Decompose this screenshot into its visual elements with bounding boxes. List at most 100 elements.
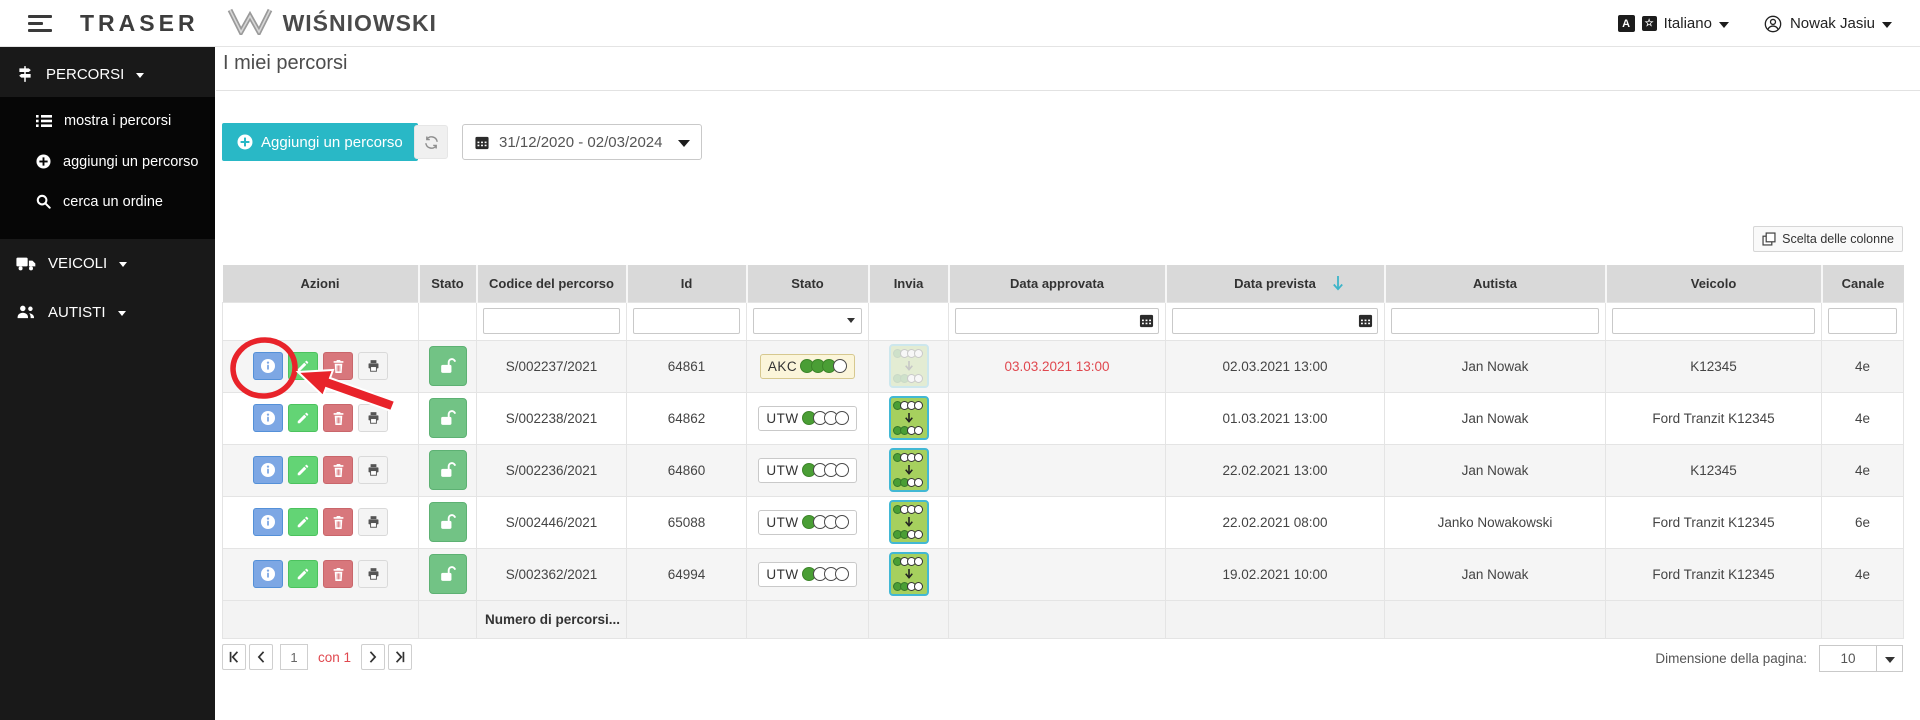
sidebar-item-label: cerca un ordine bbox=[63, 194, 163, 211]
filter-stato-select[interactable] bbox=[753, 308, 862, 334]
col-header-azioni[interactable]: Azioni bbox=[222, 265, 420, 302]
send-route-icon[interactable] bbox=[888, 396, 929, 440]
refresh-button[interactable] bbox=[414, 125, 448, 159]
current-page-input[interactable]: 1 bbox=[280, 644, 308, 670]
delete-button[interactable] bbox=[323, 456, 353, 484]
table-row: S/002446/2021 65088 UTW 22.02.2021 08:00… bbox=[222, 495, 1904, 549]
plus-circle-icon bbox=[237, 134, 253, 150]
status-badge: UTW bbox=[758, 457, 857, 483]
col-header-veicolo[interactable]: Veicolo bbox=[1605, 265, 1823, 302]
print-button[interactable] bbox=[358, 560, 388, 588]
list-icon bbox=[36, 114, 52, 135]
filter-canale-input[interactable] bbox=[1828, 308, 1897, 334]
language-label: Italiano bbox=[1663, 15, 1712, 32]
sidebar-section-autisti[interactable]: AUTISTI bbox=[0, 286, 215, 335]
delete-button[interactable] bbox=[323, 352, 353, 380]
unlock-button[interactable] bbox=[428, 450, 467, 490]
filter-id-input[interactable] bbox=[633, 308, 740, 334]
info-button[interactable] bbox=[253, 560, 283, 588]
routes-table: Azioni Stato Codice del percorso Id Stat… bbox=[222, 265, 1904, 639]
delete-button[interactable] bbox=[323, 560, 353, 588]
sidebar-section-veicoli[interactable]: VEICOLI bbox=[0, 239, 215, 286]
unlock-button[interactable] bbox=[428, 346, 467, 386]
filter-data-approvata-input[interactable] bbox=[955, 308, 1159, 334]
vehicle-name: Ford Tranzit K12345 bbox=[1605, 547, 1822, 601]
unlock-button[interactable] bbox=[428, 554, 467, 594]
col-header-canale[interactable]: Canale bbox=[1821, 265, 1904, 302]
sidebar-section-percorsi[interactable]: PERCORSI bbox=[0, 47, 215, 97]
sidebar-item-cerca-un-ordine[interactable]: cerca un ordine bbox=[8, 184, 209, 225]
chevron-down-icon bbox=[136, 72, 145, 78]
previous-page-button[interactable] bbox=[249, 644, 273, 670]
route-code: S/002238/2021 bbox=[476, 391, 627, 445]
filter-veicolo-input[interactable] bbox=[1612, 308, 1815, 334]
filter-data-prevista-input[interactable] bbox=[1172, 308, 1378, 334]
send-route-icon[interactable] bbox=[888, 448, 929, 492]
calendar-icon[interactable] bbox=[1139, 313, 1154, 328]
date-range-value: 31/12/2020 - 02/03/2024 bbox=[499, 133, 663, 151]
user-icon bbox=[1763, 14, 1783, 34]
print-button[interactable] bbox=[358, 456, 388, 484]
filter-azioni-cell bbox=[222, 301, 419, 341]
planned-date: 22.02.2021 08:00 bbox=[1165, 495, 1385, 549]
route-code: S/002237/2021 bbox=[476, 339, 627, 393]
first-page-button[interactable] bbox=[222, 644, 246, 670]
info-button[interactable] bbox=[253, 404, 283, 432]
send-route-icon[interactable] bbox=[888, 552, 929, 596]
topbar: TRASER WIŚNIOWSKI A ☆ Italiano Nowak Jas… bbox=[0, 0, 1920, 47]
divider bbox=[216, 90, 1920, 91]
col-header-codice[interactable]: Codice del percorso bbox=[476, 265, 628, 302]
route-id: 64862 bbox=[626, 391, 747, 445]
edit-button[interactable] bbox=[288, 560, 318, 588]
print-button[interactable] bbox=[358, 352, 388, 380]
filter-codice-input[interactable] bbox=[483, 308, 620, 334]
col-header-stato[interactable]: Stato bbox=[746, 265, 870, 302]
status-badge: UTW bbox=[758, 561, 857, 587]
calendar-icon[interactable] bbox=[1358, 313, 1373, 328]
table-row: S/002236/2021 64860 UTW 22.02.2021 13:00… bbox=[222, 443, 1904, 497]
channel: 6e bbox=[1821, 495, 1904, 549]
sidebar-item-mostra-i-percorsi[interactable]: mostra i percorsi bbox=[8, 103, 209, 144]
print-button[interactable] bbox=[358, 404, 388, 432]
col-header-data-approvata[interactable]: Data approvata bbox=[948, 265, 1167, 302]
edit-button[interactable] bbox=[288, 456, 318, 484]
info-button[interactable] bbox=[253, 508, 283, 536]
info-button[interactable] bbox=[253, 456, 283, 484]
column-chooser-button[interactable]: Scelta delle colonne bbox=[1753, 226, 1903, 252]
user-menu[interactable]: Nowak Jasiu bbox=[1763, 14, 1892, 34]
filter-stato-lock-cell bbox=[418, 301, 477, 341]
page-size-dropdown-button[interactable] bbox=[1877, 645, 1903, 672]
sidebar: PERCORSI mostra i percorsi aggiungi un p… bbox=[0, 47, 215, 720]
filter-autista-input[interactable] bbox=[1391, 308, 1599, 334]
edit-button[interactable] bbox=[288, 508, 318, 536]
col-header-data-prevista[interactable]: Data prevista bbox=[1165, 265, 1386, 302]
search-icon bbox=[36, 194, 51, 216]
next-page-button[interactable] bbox=[361, 644, 386, 670]
sidebar-item-aggiungi-un-percorso[interactable]: aggiungi un percorso bbox=[8, 144, 209, 185]
unlock-button[interactable] bbox=[428, 502, 467, 542]
unlock-button[interactable] bbox=[428, 398, 467, 438]
approved-date bbox=[948, 495, 1166, 549]
send-route-icon[interactable] bbox=[888, 500, 929, 544]
print-button[interactable] bbox=[358, 508, 388, 536]
col-header-invia[interactable]: Invia bbox=[868, 265, 950, 302]
last-page-button[interactable] bbox=[388, 644, 413, 670]
status-badge: UTW bbox=[758, 405, 857, 431]
vehicle-name: K12345 bbox=[1605, 339, 1822, 393]
page-title: I miei percorsi bbox=[223, 52, 348, 74]
edit-button[interactable] bbox=[288, 404, 318, 432]
delete-button[interactable] bbox=[323, 508, 353, 536]
user-name: Nowak Jasiu bbox=[1789, 15, 1875, 32]
col-header-stato-lock[interactable]: Stato bbox=[418, 265, 478, 302]
delete-button[interactable] bbox=[323, 404, 353, 432]
col-header-id[interactable]: Id bbox=[626, 265, 748, 302]
drivers-icon bbox=[16, 304, 36, 320]
page-size-value[interactable]: 10 bbox=[1819, 645, 1877, 672]
language-selector[interactable]: A ☆ Italiano bbox=[1617, 15, 1729, 32]
edit-button[interactable] bbox=[288, 352, 318, 380]
col-header-autista[interactable]: Autista bbox=[1384, 265, 1607, 302]
date-range-picker[interactable]: 31/12/2020 - 02/03/2024 bbox=[462, 124, 702, 160]
menu-icon[interactable] bbox=[28, 11, 54, 36]
add-route-button[interactable]: Aggiungi un percorso bbox=[222, 123, 418, 161]
info-button[interactable] bbox=[253, 352, 283, 380]
